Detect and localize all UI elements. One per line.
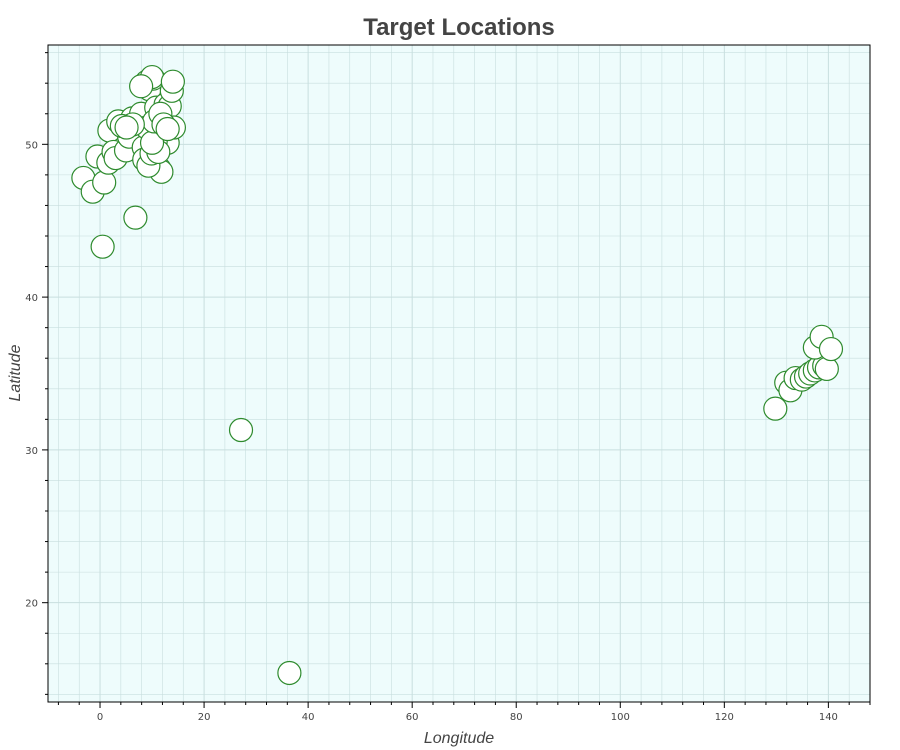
data-point [818, 336, 844, 362]
x-tick-label: 100 [611, 712, 630, 723]
x-tick-label: 40 [302, 712, 315, 723]
data-point [123, 205, 148, 230]
x-tick-label: 20 [198, 712, 211, 723]
data-point [228, 417, 254, 443]
x-tick-label: 80 [510, 712, 523, 723]
data-point [814, 356, 839, 382]
y-tick-label: 30 [25, 446, 38, 457]
data-point [763, 396, 788, 421]
data-point [160, 69, 185, 94]
plot-frame [47, 44, 871, 703]
x-axis: 0 20 40 60 80 100 120 140 [57, 702, 871, 723]
data-points [71, 64, 844, 686]
y-axis-label: Latitude [7, 344, 24, 401]
y-tick-label: 20 [25, 599, 38, 610]
x-tick-label: 120 [715, 712, 734, 723]
y-tick-label: 50 [25, 140, 38, 151]
x-tick-label: 0 [97, 712, 103, 723]
data-point [92, 170, 117, 195]
data-point [90, 234, 115, 259]
chart-title: Target Locations [363, 14, 555, 41]
y-axis: 20 30 40 50 [25, 52, 48, 695]
y-tick-label: 40 [25, 293, 38, 304]
plot-area [48, 45, 870, 702]
x-tick-label: 140 [819, 712, 838, 723]
x-axis-label: Longitude [424, 730, 494, 747]
data-point [114, 115, 139, 140]
data-point [155, 116, 180, 142]
data-point [277, 660, 302, 686]
data-point [129, 74, 154, 99]
x-tick-label: 60 [406, 712, 419, 723]
